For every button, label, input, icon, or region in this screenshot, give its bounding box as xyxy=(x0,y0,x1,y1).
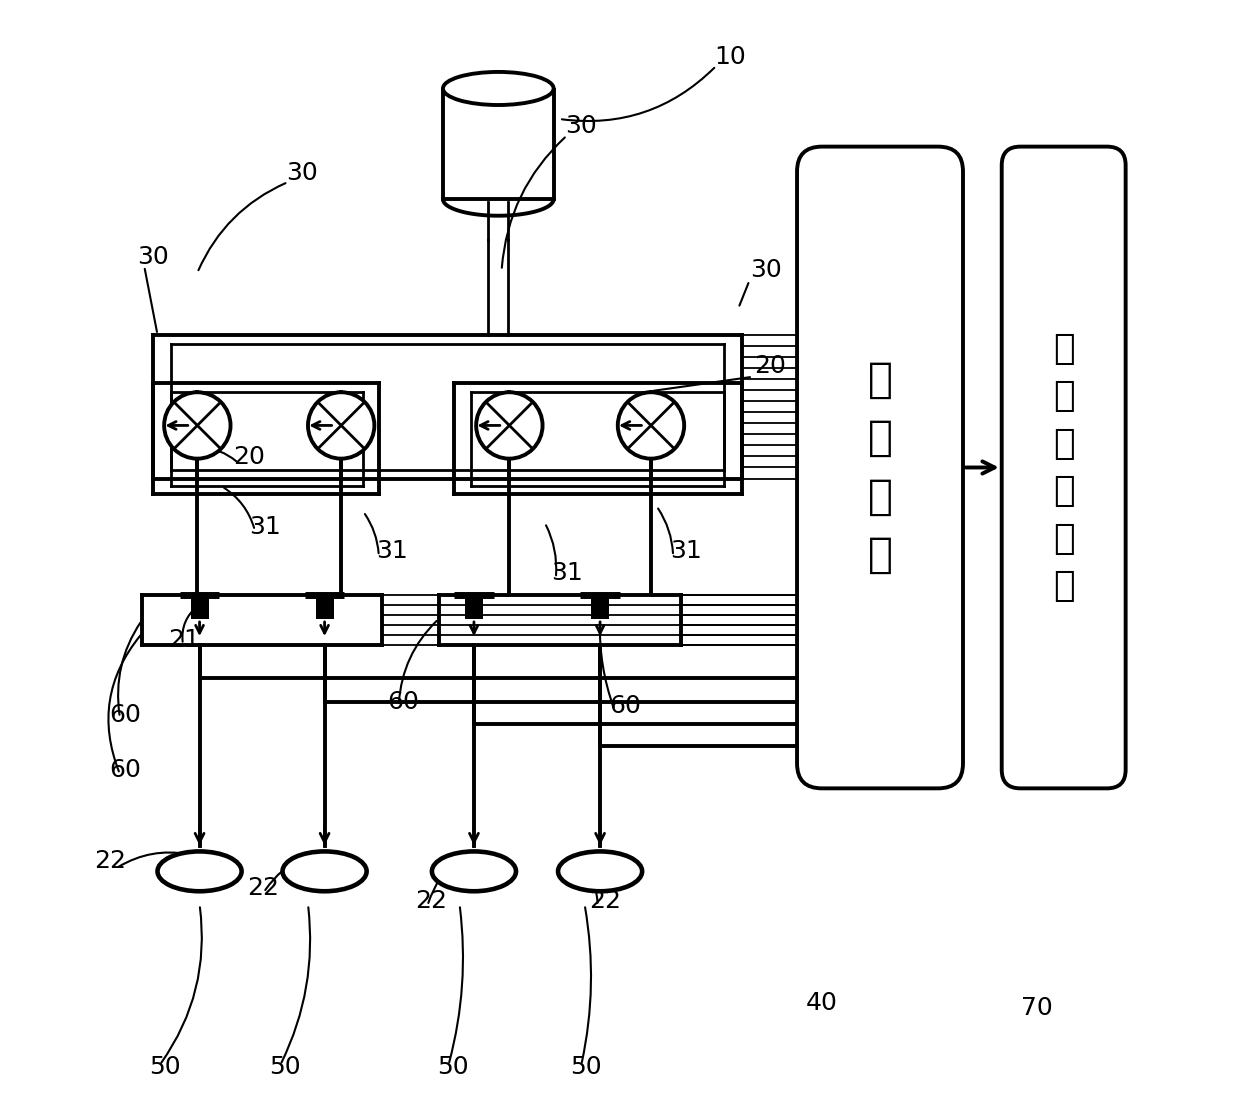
Text: 30: 30 xyxy=(138,245,170,269)
Bar xyxy=(316,595,334,619)
Text: 60: 60 xyxy=(388,689,419,714)
Text: 50: 50 xyxy=(149,1055,180,1079)
Text: 30: 30 xyxy=(750,258,782,282)
Bar xyxy=(465,595,482,619)
Bar xyxy=(191,595,208,619)
Text: 50: 50 xyxy=(438,1055,469,1079)
Text: 22: 22 xyxy=(589,888,621,913)
Circle shape xyxy=(164,393,231,458)
Text: 31: 31 xyxy=(377,539,408,563)
Text: 60: 60 xyxy=(609,694,641,718)
Text: 31: 31 xyxy=(249,515,281,539)
Text: 50: 50 xyxy=(570,1055,601,1079)
Text: 40: 40 xyxy=(806,991,838,1014)
Ellipse shape xyxy=(558,852,642,891)
Text: 控
制
单
元: 控 制 单 元 xyxy=(868,359,893,576)
Text: 70: 70 xyxy=(1021,996,1053,1020)
Bar xyxy=(591,595,609,619)
Text: 30: 30 xyxy=(564,115,596,138)
Ellipse shape xyxy=(157,852,242,891)
Ellipse shape xyxy=(283,852,367,891)
Text: 22: 22 xyxy=(247,875,279,900)
Text: 31: 31 xyxy=(552,562,583,585)
Text: 21: 21 xyxy=(169,628,201,652)
Text: 22: 22 xyxy=(415,888,448,913)
Text: 10: 10 xyxy=(714,44,745,69)
Text: 20: 20 xyxy=(233,445,264,469)
Ellipse shape xyxy=(443,72,553,105)
Circle shape xyxy=(308,393,374,458)
Text: 31: 31 xyxy=(670,539,702,563)
Text: 30: 30 xyxy=(286,161,317,185)
Ellipse shape xyxy=(432,852,516,891)
Text: 20: 20 xyxy=(754,355,786,378)
Text: 60: 60 xyxy=(109,703,140,727)
Text: 22: 22 xyxy=(94,850,126,873)
FancyBboxPatch shape xyxy=(797,147,963,788)
Text: 60: 60 xyxy=(109,758,140,782)
Text: 飞
行
控
制
装
置: 飞 行 控 制 装 置 xyxy=(1053,331,1075,603)
Circle shape xyxy=(476,393,543,458)
Circle shape xyxy=(618,393,684,458)
Text: 50: 50 xyxy=(269,1055,301,1079)
FancyBboxPatch shape xyxy=(1002,147,1126,788)
